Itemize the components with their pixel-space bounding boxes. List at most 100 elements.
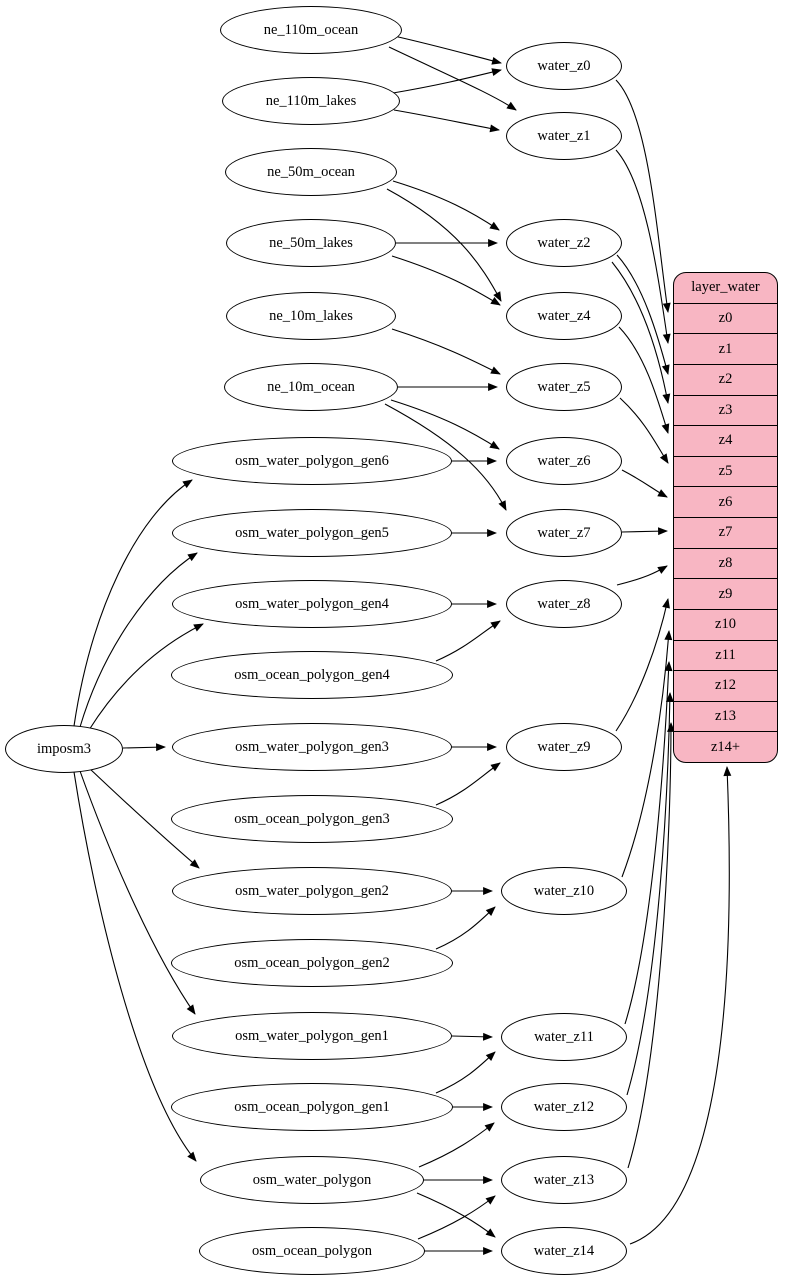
layer-water-row-z5: z5	[674, 455, 777, 487]
node-osm-water-polygon-gen2-label: osm_water_polygon_gen2	[235, 882, 389, 899]
node-water-z12-label: water_z12	[533, 1098, 595, 1115]
node-water-z9-label: water_z9	[537, 738, 591, 755]
node-osm-ocean-polygon-gen1: osm_ocean_polygon_gen1	[171, 1083, 453, 1131]
edge-ne_50m_ocean-water_z2	[392, 180, 500, 231]
edge-osm_ocean_polygon_gen3-water_z9	[435, 762, 501, 806]
edge-water_z0-layer_water-z0	[615, 79, 671, 313]
edge-water_z9-layer_water-z9	[615, 598, 670, 732]
edge-water_z10-layer_water-z10	[621, 630, 673, 878]
node-water-z11-label: water_z11	[534, 1028, 594, 1045]
edge-ne_110m_ocean-water_z1	[388, 46, 517, 111]
node-osm-ocean-polygon-label: osm_ocean_polygon	[251, 1242, 372, 1259]
node-osm-ocean-polygon-gen4: osm_ocean_polygon_gen4	[171, 651, 453, 699]
node-osm-water-polygon-label: osm_water_polygon	[252, 1171, 372, 1188]
node-osm-water-polygon-gen3-label: osm_water_polygon_gen3	[235, 738, 389, 755]
node-water-z13: water_z13	[501, 1156, 627, 1204]
node-osm-ocean-polygon: osm_ocean_polygon	[199, 1227, 425, 1275]
edge-water_z4-layer_water-z4	[618, 326, 670, 434]
layer-water-row-z6: z6	[674, 486, 777, 517]
edge-water_z12-layer_water-z12	[626, 692, 674, 1096]
node-water-z13-label: water_z13	[533, 1171, 595, 1188]
node-osm-water-polygon-gen6-label: osm_water_polygon_gen6	[235, 452, 389, 469]
node-water-z12: water_z12	[501, 1083, 627, 1131]
node-osm-ocean-polygon-gen2: osm_ocean_polygon_gen2	[171, 939, 453, 987]
edge-water_z2-layer_water-z2	[616, 254, 670, 375]
node-water-z5: water_z5	[506, 363, 622, 411]
layer-water-row-z9: z9	[674, 578, 777, 609]
edge-ne_110m_lakes-water_z1	[393, 109, 500, 133]
node-imposm3-label: imposm3	[37, 740, 91, 757]
node-osm-water-polygon-gen3: osm_water_polygon_gen3	[172, 723, 452, 771]
node-ne-50m-ocean-label: ne_50m_ocean	[267, 163, 355, 180]
edge-water_z14-layer_water-z14plus	[629, 766, 732, 1245]
node-water-z6: water_z6	[506, 437, 622, 485]
node-osm-water-polygon-gen5: osm_water_polygon_gen5	[172, 509, 452, 557]
node-ne-10m-lakes: ne_10m_lakes	[226, 292, 396, 340]
node-water-z0: water_z0	[506, 42, 622, 90]
node-water-z9: water_z9	[506, 723, 622, 771]
node-water-z4: water_z4	[506, 292, 622, 340]
node-osm-ocean-polygon-gen1-label: osm_ocean_polygon_gen1	[234, 1098, 390, 1115]
edge-ne_50m_ocean-water_z4	[386, 188, 502, 302]
node-ne-10m-ocean: ne_10m_ocean	[224, 363, 398, 411]
edge-imposm3-osm_water_polygon_gen1	[79, 770, 196, 1015]
node-osm-water-polygon-gen5-label: osm_water_polygon_gen5	[235, 524, 389, 541]
node-water-z0-label: water_z0	[537, 57, 591, 74]
edge-ne_110m_lakes-water_z0	[392, 68, 502, 94]
edge-water_z7-layer_water-z7	[621, 527, 668, 536]
layer-water-row-z4: z4	[674, 425, 777, 456]
node-ne-110m-lakes-label: ne_110m_lakes	[265, 92, 357, 109]
layer-water-row-z10: z10	[674, 608, 777, 640]
edge-water_z13-layer_water-z13	[627, 722, 675, 1169]
edge-imposm3-osm_water_polygon_gen6	[73, 479, 193, 727]
node-osm-water-polygon-gen1-label: osm_water_polygon_gen1	[235, 1027, 389, 1044]
layer-water-row-z11: z11	[674, 639, 777, 671]
node-water-z14-label: water_z14	[533, 1242, 595, 1259]
edge-osm_ocean_polygon_gen1-water_z11	[435, 1051, 496, 1094]
node-water-z5-label: water_z5	[537, 378, 591, 395]
node-water-z1-label: water_z1	[537, 127, 591, 144]
layer-water-record-table: layer_water z0 z1 z2 z3 z4 z5 z6 z7 z8 z…	[673, 272, 778, 763]
layer-water-row-z0: z0	[674, 302, 777, 334]
node-osm-water-polygon-gen4-label: osm_water_polygon_gen4	[235, 595, 389, 612]
node-ne-50m-lakes-label: ne_50m_lakes	[269, 234, 353, 251]
node-ne-50m-ocean: ne_50m_ocean	[225, 148, 397, 196]
node-water-z10-label: water_z10	[533, 882, 595, 899]
node-osm-water-polygon-gen6: osm_water_polygon_gen6	[172, 437, 452, 485]
edge-osm_ocean_polygon-water_z13	[417, 1195, 496, 1240]
node-water-z11: water_z11	[501, 1013, 627, 1061]
layer-water-row-z7: z7	[674, 517, 777, 548]
node-ne-10m-lakes-label: ne_10m_lakes	[269, 307, 353, 324]
edge-osm_ocean_polygon_gen2-water_z10	[435, 906, 496, 950]
node-osm-ocean-polygon-gen3: osm_ocean_polygon_gen3	[171, 795, 453, 843]
node-ne-10m-ocean-label: ne_10m_ocean	[267, 378, 355, 395]
layer-water-row-z3: z3	[674, 394, 777, 426]
node-water-z7: water_z7	[506, 509, 622, 557]
node-water-z2: water_z2	[506, 219, 622, 267]
layer-water-row-z8: z8	[674, 547, 777, 579]
layer-water-row-z2: z2	[674, 363, 777, 395]
edge-ne_110m_ocean-water_z0	[393, 35, 502, 65]
edge-imposm3-osm_water_polygon_gen2	[88, 767, 200, 869]
node-water-z8-label: water_z8	[537, 595, 591, 612]
node-water-z1: water_z1	[506, 112, 622, 160]
edge-imposm3-osm_water_polygon_gen3	[122, 743, 166, 752]
node-imposm3: imposm3	[5, 725, 123, 773]
node-water-z2-label: water_z2	[537, 234, 591, 251]
node-water-z4-label: water_z4	[537, 307, 591, 324]
edge-osm_ocean_polygon_gen4-water_z8	[435, 620, 501, 662]
layer-water-row-z12: z12	[674, 670, 777, 701]
edge-ne_50m_lakes-water_z4	[391, 255, 501, 306]
edge-imposm3-osm_water_polygon	[73, 771, 197, 1162]
node-osm-water-polygon-gen1: osm_water_polygon_gen1	[172, 1012, 452, 1060]
node-osm-water-polygon-gen2: osm_water_polygon_gen2	[172, 867, 452, 915]
edge-osm_water_polygon-water_z14	[416, 1192, 496, 1238]
edge-osm_water_polygon_gen1-water_z11	[451, 1032, 493, 1041]
edge-water_z6-layer_water-z6	[621, 469, 668, 498]
node-ne-110m-ocean-label: ne_110m_ocean	[263, 21, 359, 38]
edge-water_z8-layer_water-z8	[616, 565, 668, 586]
edge-imposm3-osm_water_polygon_gen5	[79, 552, 198, 728]
edge-ne_10m_ocean-water_z7	[384, 403, 507, 511]
